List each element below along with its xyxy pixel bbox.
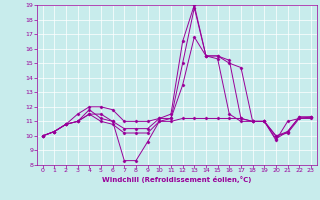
X-axis label: Windchill (Refroidissement éolien,°C): Windchill (Refroidissement éolien,°C) [102, 176, 252, 183]
